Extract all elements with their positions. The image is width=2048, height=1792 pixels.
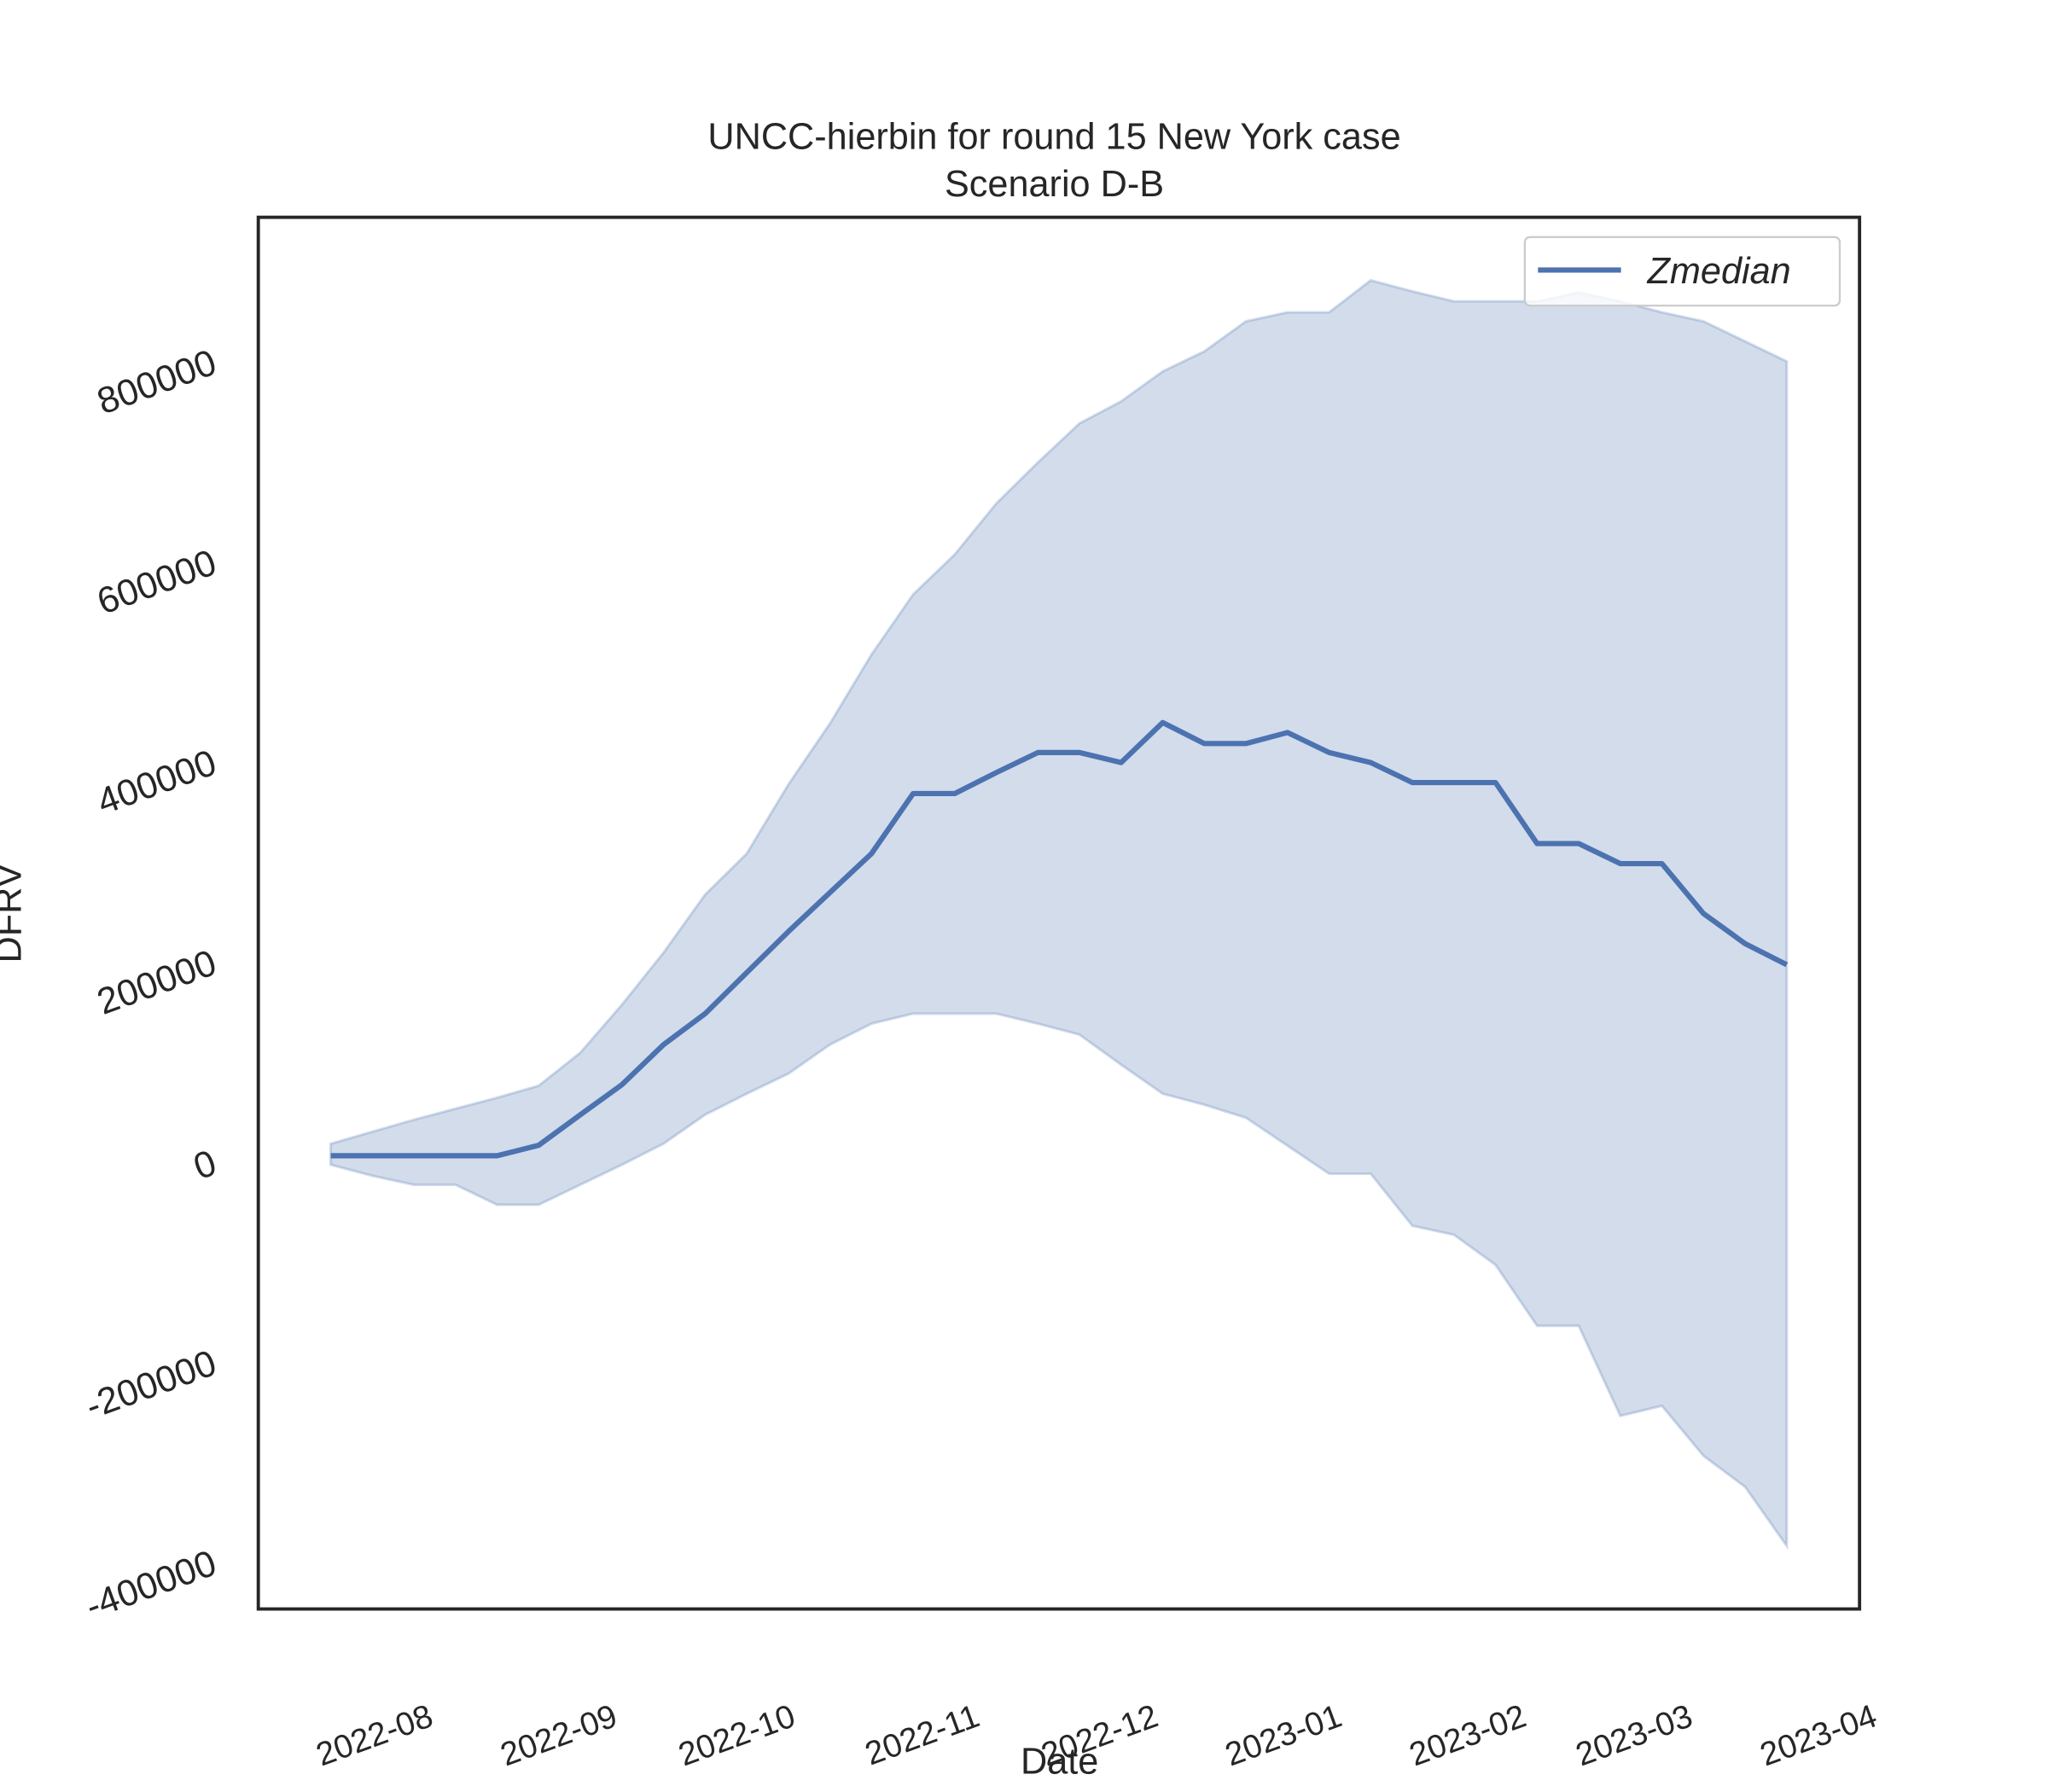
legend-box — [1523, 236, 1841, 307]
x-tick-label: 2022-08 — [311, 1697, 438, 1773]
x-tick-label: 2023-01 — [1220, 1697, 1347, 1773]
x-tick-label: 2023-04 — [1755, 1697, 1882, 1773]
legend-label: Zmedian — [1647, 251, 1791, 292]
x-tick-label: 2023-03 — [1571, 1697, 1697, 1773]
x-axis-label: Date — [1021, 1742, 1098, 1783]
y-tick-label: -200000 — [80, 1342, 222, 1427]
y-tick-label: 200000 — [92, 942, 222, 1022]
y-tick-label: 0 — [189, 1143, 222, 1188]
x-tick-label: 2023-02 — [1405, 1697, 1531, 1773]
plot-frame — [256, 215, 1862, 1611]
x-tick-label: 2022-09 — [496, 1697, 622, 1773]
y-axis-label: DFRV — [0, 863, 30, 963]
y-tick-label: 400000 — [92, 742, 222, 823]
y-tick-label: -400000 — [80, 1543, 222, 1627]
y-tick-label: 600000 — [92, 542, 222, 622]
x-tick-label: 2022-12 — [1037, 1697, 1163, 1773]
chart-subtitle: Scenario D-B — [945, 164, 1164, 205]
y-tick-label: 800000 — [92, 342, 222, 422]
band-area — [329, 278, 1789, 1551]
legend: Zmedian — [1523, 236, 1841, 307]
x-tick-label: 2022-11 — [860, 1697, 984, 1772]
x-tick-label: 2022-10 — [674, 1697, 800, 1773]
median-line — [330, 719, 1789, 1159]
chart-title: UNCC-hierbin for round 15 New York case — [707, 116, 1400, 157]
